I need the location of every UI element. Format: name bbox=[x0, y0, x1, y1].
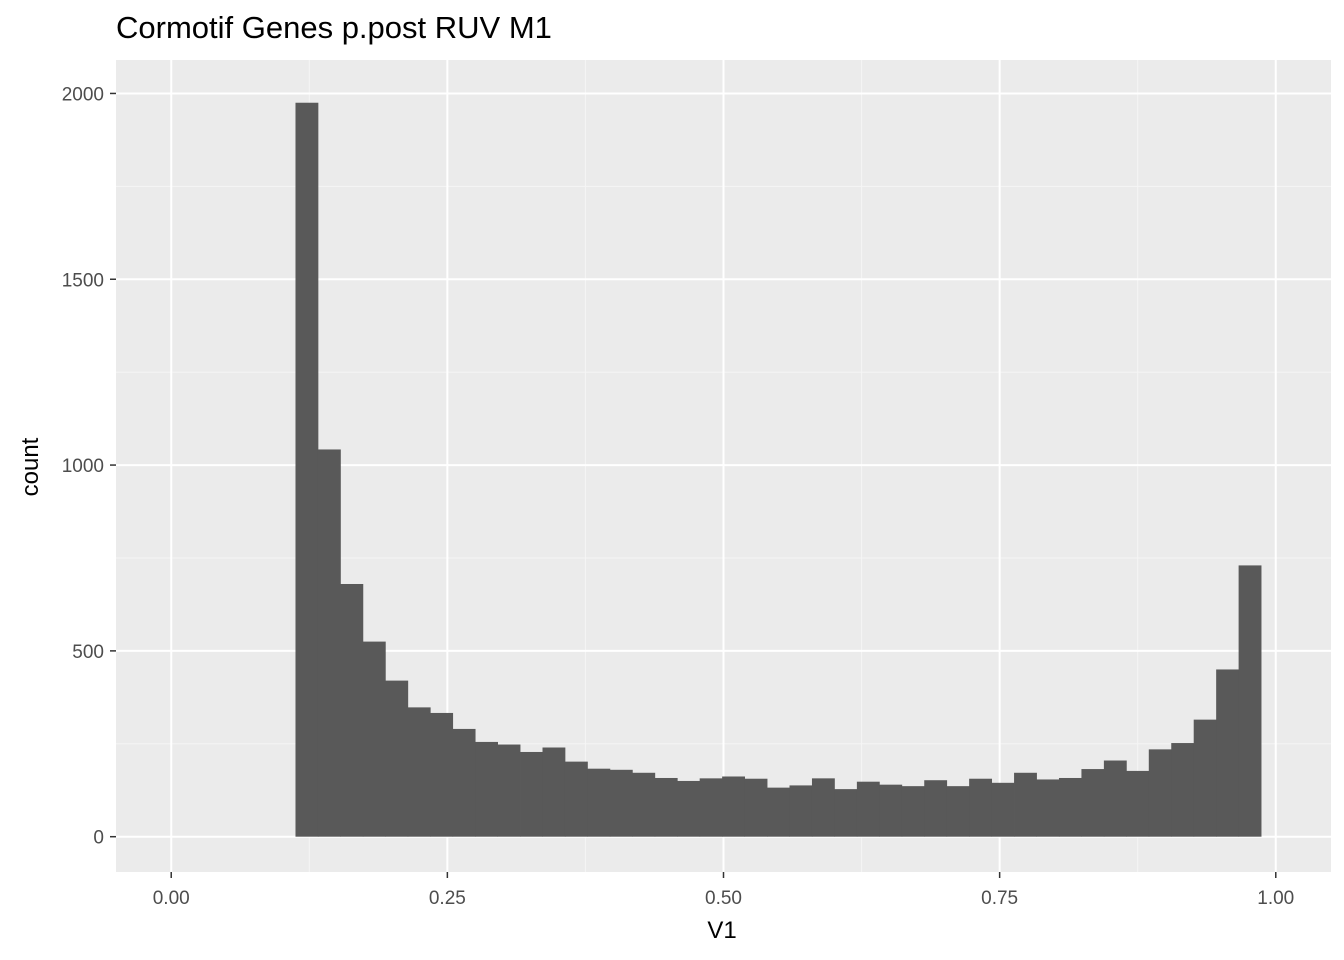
x-tick-label: 0.50 bbox=[705, 888, 742, 909]
histogram-bar bbox=[744, 778, 768, 837]
chart-title: Cormotif Genes p.post RUV M1 bbox=[116, 10, 552, 45]
histogram-bar bbox=[1193, 719, 1217, 837]
x-tick-label: 0.75 bbox=[981, 888, 1018, 909]
histogram-bar bbox=[879, 784, 903, 837]
x-tick-label: 0.00 bbox=[153, 888, 190, 909]
histogram-bar bbox=[924, 780, 948, 837]
histogram-bar bbox=[789, 785, 813, 837]
y-tick-label: 500 bbox=[72, 642, 104, 663]
y-axis-title: count bbox=[17, 437, 44, 496]
histogram-bar bbox=[1126, 770, 1150, 837]
histogram-bar bbox=[542, 747, 566, 837]
histogram-bar bbox=[385, 680, 409, 837]
histogram-bar bbox=[946, 786, 970, 837]
histogram-bar bbox=[475, 741, 498, 837]
histogram-bar bbox=[452, 728, 476, 837]
histogram-bar bbox=[901, 786, 925, 837]
histogram-bar bbox=[587, 768, 611, 837]
histogram-bar bbox=[856, 781, 880, 837]
x-axis-title: V1 bbox=[707, 917, 736, 944]
histogram-bar bbox=[362, 641, 386, 837]
histogram-bar bbox=[811, 778, 835, 837]
x-tick-label: 1.00 bbox=[1257, 888, 1294, 909]
histogram-bar bbox=[497, 744, 521, 837]
histogram-bar bbox=[1216, 669, 1240, 837]
histogram-bar bbox=[654, 777, 678, 837]
histogram-bar bbox=[407, 707, 431, 837]
histogram-bar bbox=[632, 772, 656, 837]
histogram-bar bbox=[969, 778, 993, 837]
histogram-bar bbox=[317, 449, 341, 837]
histogram-bar bbox=[430, 712, 454, 837]
histogram-bar bbox=[991, 782, 1015, 837]
histogram-bar bbox=[340, 583, 364, 837]
histogram-bar bbox=[677, 780, 701, 837]
y-tick-label: 1500 bbox=[62, 270, 104, 291]
y-tick-label: 2000 bbox=[62, 84, 104, 105]
histogram-bar bbox=[1238, 565, 1262, 837]
histogram-bar bbox=[295, 102, 319, 837]
y-tick-label: 1000 bbox=[62, 456, 104, 477]
x-tick-label: 0.25 bbox=[429, 888, 466, 909]
histogram-bar bbox=[1014, 772, 1037, 837]
histogram-bar bbox=[834, 789, 858, 837]
histogram-bar bbox=[520, 751, 543, 837]
histogram-bar bbox=[1081, 769, 1105, 837]
histogram-bar bbox=[1103, 760, 1127, 837]
histogram-bar bbox=[609, 769, 633, 837]
histogram-bar bbox=[1171, 743, 1195, 837]
histogram-bar bbox=[767, 787, 790, 837]
histogram-bar bbox=[564, 761, 588, 837]
histogram-bar bbox=[1058, 777, 1082, 837]
histogram-bar bbox=[722, 776, 745, 837]
histogram-bar bbox=[699, 778, 723, 837]
histogram-bar bbox=[1036, 779, 1060, 837]
y-tick-label: 0 bbox=[93, 828, 104, 849]
histogram-bar bbox=[1148, 749, 1172, 837]
